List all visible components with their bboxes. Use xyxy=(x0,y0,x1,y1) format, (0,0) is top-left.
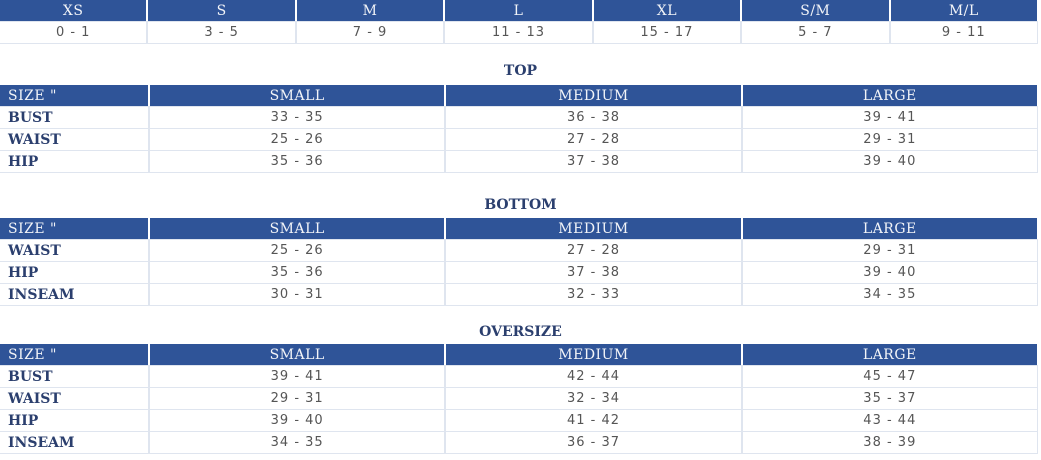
cell: 39 - 41 xyxy=(742,107,1037,128)
row-label: WAIST xyxy=(0,240,148,261)
column-header: SIZE " xyxy=(0,344,148,365)
oversize-size-table: SIZE " SMALL MEDIUM LARGE BUST 39 - 41 4… xyxy=(0,343,1039,454)
cell: 37 - 38 xyxy=(446,262,741,283)
table-row: BUST 33 - 35 36 - 38 39 - 41 xyxy=(0,107,1037,128)
table-row: INSEAM 34 - 35 36 - 37 38 - 39 xyxy=(0,432,1037,453)
table-row: WAIST 29 - 31 32 - 34 35 - 37 xyxy=(0,388,1037,409)
cell: 29 - 31 xyxy=(742,129,1037,150)
column-header: MEDIUM xyxy=(446,344,741,365)
size-header: M xyxy=(296,0,444,21)
size-value: 0 - 1 xyxy=(0,22,147,43)
column-header: SIZE " xyxy=(0,85,148,106)
column-header: MEDIUM xyxy=(446,85,741,106)
column-header: SMALL xyxy=(150,85,445,106)
size-header: S/M xyxy=(742,0,889,21)
size-value: 15 - 17 xyxy=(593,22,741,43)
size-value: 3 - 5 xyxy=(148,22,295,43)
table-header-row: SIZE " SMALL MEDIUM LARGE xyxy=(0,344,1037,365)
row-label: BUST xyxy=(0,366,148,387)
cell: 43 - 44 xyxy=(742,410,1037,431)
section-title: TOP xyxy=(503,63,538,79)
cell: 38 - 39 xyxy=(742,432,1037,453)
cell: 25 - 26 xyxy=(150,129,445,150)
cell: 34 - 35 xyxy=(150,432,445,453)
table-row: INSEAM 30 - 31 32 - 33 34 - 35 xyxy=(0,284,1037,305)
size-value: 5 - 7 xyxy=(742,22,889,43)
cell: 32 - 33 xyxy=(446,284,741,305)
row-label: HIP xyxy=(0,410,148,431)
row-label: HIP xyxy=(0,151,148,172)
table-row: HIP 35 - 36 37 - 38 39 - 40 xyxy=(0,262,1037,283)
section-title: BOTTOM xyxy=(484,197,557,213)
size-header: M/L xyxy=(890,0,1037,21)
top-size-table: SIZE " SMALL MEDIUM LARGE BUST 33 - 35 3… xyxy=(0,84,1039,173)
cell: 30 - 31 xyxy=(150,284,445,305)
column-header: LARGE xyxy=(742,85,1037,106)
row-label: BUST xyxy=(0,107,148,128)
bottom-size-table: SIZE " SMALL MEDIUM LARGE WAIST 25 - 26 … xyxy=(0,217,1039,306)
cell: 45 - 47 xyxy=(742,366,1037,387)
section-title: OVERSIZE xyxy=(479,324,562,340)
table-row: WAIST 25 - 26 27 - 28 29 - 31 xyxy=(0,129,1037,150)
cell: 33 - 35 xyxy=(150,107,445,128)
cell: 39 - 41 xyxy=(150,366,445,387)
cell: 29 - 31 xyxy=(742,240,1037,261)
table-row: HIP 35 - 36 37 - 38 39 - 40 xyxy=(0,151,1037,172)
cell: 39 - 40 xyxy=(742,262,1037,283)
column-header: SIZE " xyxy=(0,218,148,239)
cell: 27 - 28 xyxy=(446,240,741,261)
size-conversion-table: XS S M L XL S/M M/L 0 - 1 3 - 5 7 - 9 11… xyxy=(0,0,1039,44)
cell: 25 - 26 xyxy=(150,240,445,261)
cell: 36 - 37 xyxy=(446,432,741,453)
table-row: WAIST 25 - 26 27 - 28 29 - 31 xyxy=(0,240,1037,261)
cell: 35 - 37 xyxy=(742,388,1037,409)
size-conversion-value-row: 0 - 1 3 - 5 7 - 9 11 - 13 15 - 17 5 - 7 … xyxy=(0,22,1037,43)
cell: 34 - 35 xyxy=(742,284,1037,305)
size-header: XS xyxy=(0,0,147,21)
cell: 42 - 44 xyxy=(446,366,741,387)
cell: 39 - 40 xyxy=(150,410,445,431)
column-header: SMALL xyxy=(150,218,445,239)
size-header: L xyxy=(445,0,592,21)
cell: 35 - 36 xyxy=(150,151,445,172)
column-header: SMALL xyxy=(150,344,445,365)
row-label: HIP xyxy=(0,262,148,283)
cell: 27 - 28 xyxy=(446,129,741,150)
cell: 32 - 34 xyxy=(446,388,741,409)
cell: 41 - 42 xyxy=(446,410,741,431)
table-header-row: SIZE " SMALL MEDIUM LARGE xyxy=(0,85,1037,106)
cell: 39 - 40 xyxy=(742,151,1037,172)
size-conversion-header-row: XS S M L XL S/M M/L xyxy=(0,0,1037,21)
size-header: XL xyxy=(593,0,741,21)
size-header: S xyxy=(148,0,295,21)
cell: 37 - 38 xyxy=(446,151,741,172)
size-value: 9 - 11 xyxy=(890,22,1037,43)
table-header-row: SIZE " SMALL MEDIUM LARGE xyxy=(0,218,1037,239)
table-row: HIP 39 - 40 41 - 42 43 - 44 xyxy=(0,410,1037,431)
table-row: BUST 39 - 41 42 - 44 45 - 47 xyxy=(0,366,1037,387)
row-label: INSEAM xyxy=(0,432,148,453)
row-label: WAIST xyxy=(0,129,148,150)
column-header: MEDIUM xyxy=(446,218,741,239)
row-label: INSEAM xyxy=(0,284,148,305)
row-label: WAIST xyxy=(0,388,148,409)
column-header: LARGE xyxy=(742,218,1037,239)
cell: 35 - 36 xyxy=(150,262,445,283)
size-value: 11 - 13 xyxy=(445,22,592,43)
cell: 29 - 31 xyxy=(150,388,445,409)
cell: 36 - 38 xyxy=(446,107,741,128)
size-value: 7 - 9 xyxy=(296,22,444,43)
column-header: LARGE xyxy=(742,344,1037,365)
